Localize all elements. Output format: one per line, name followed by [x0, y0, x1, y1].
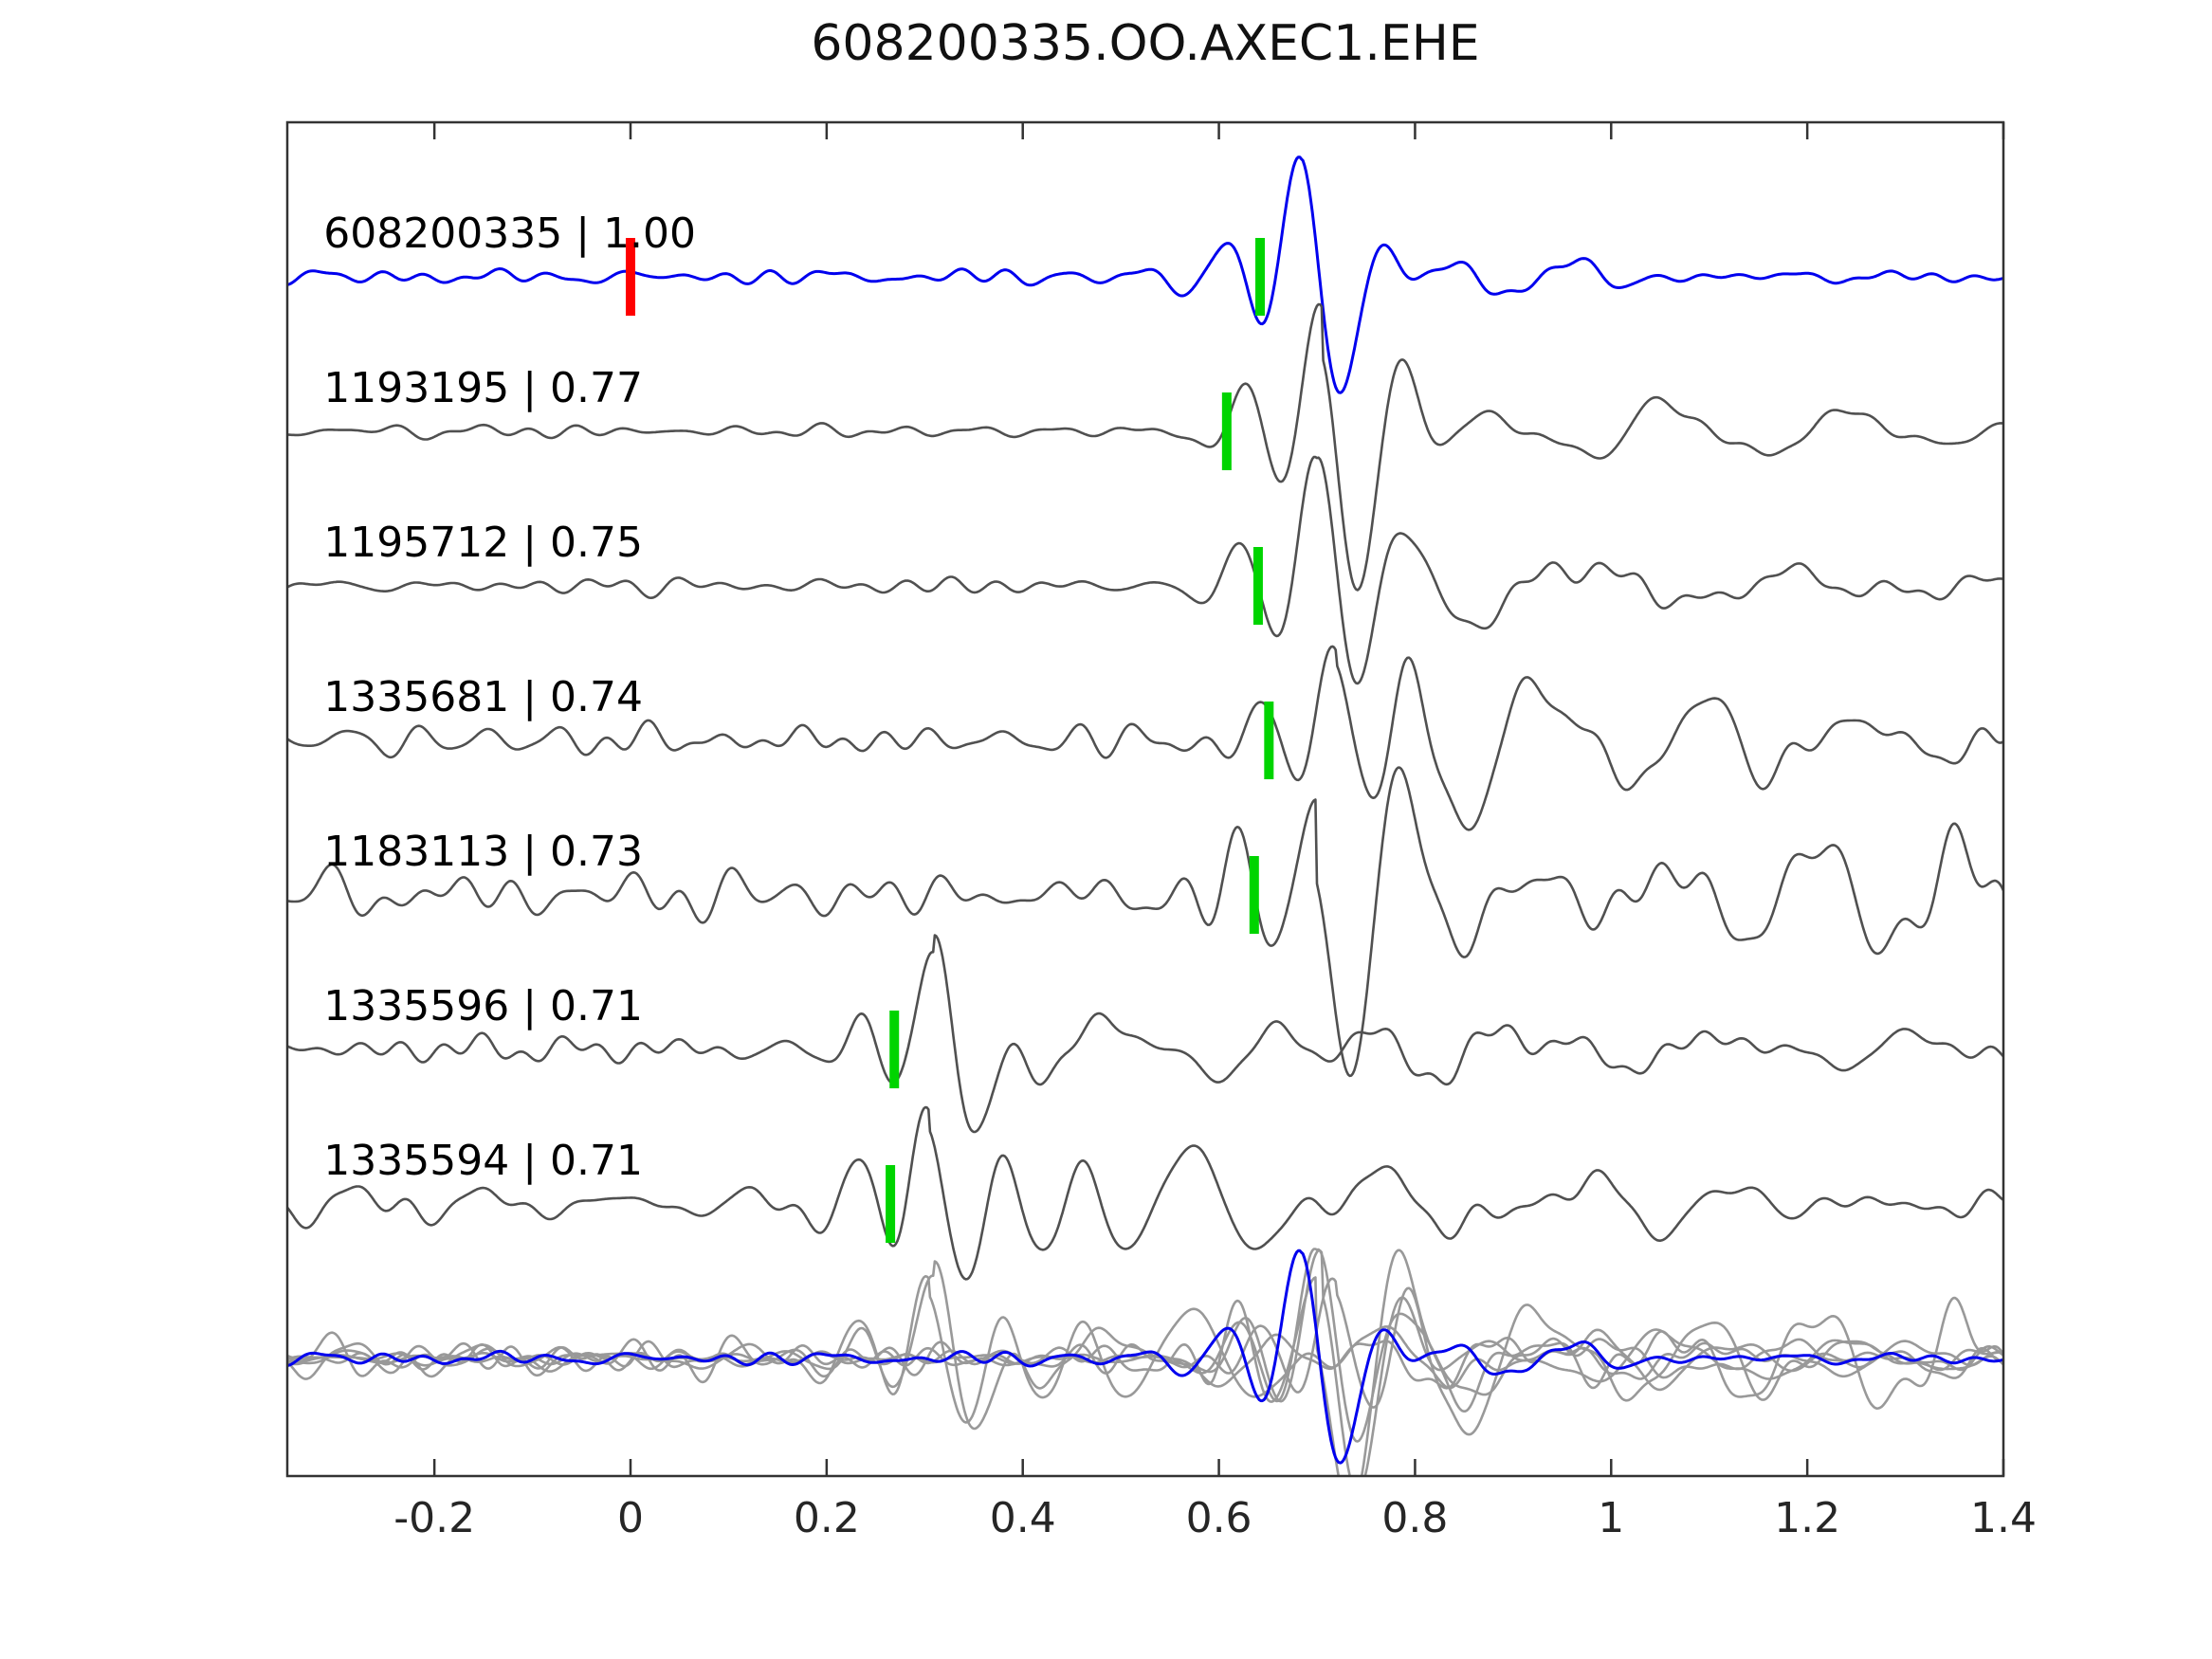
- x-tick-label-1.2: 1.2: [1774, 1494, 1841, 1542]
- pick-marker-1183113: [1249, 856, 1259, 934]
- trace-label-1195712: 1195712 | 0.75: [323, 519, 643, 567]
- x-tick-label-0.4: 0.4: [989, 1494, 1056, 1542]
- x-tick-label-0.6: 0.6: [1185, 1494, 1252, 1542]
- x-tick-label-0.2: 0.2: [793, 1494, 860, 1542]
- trace-label-1193195: 1193195 | 0.77: [323, 364, 643, 412]
- trace-label-1183113: 1183113 | 0.73: [323, 828, 643, 876]
- pick-marker-608200335: [1255, 238, 1266, 316]
- waveform-1335596: [287, 934, 2003, 1134]
- figure-title: 608200335.OO.AXEC1.EHE: [811, 15, 1480, 72]
- pick-marker-1193195: [1221, 392, 1232, 470]
- waveform-1193195: [287, 302, 2003, 592]
- overlay-waveform-1335594: [287, 1275, 2003, 1424]
- x-tick-label-0: 0: [617, 1494, 644, 1542]
- overlay-waveform-template: [287, 1249, 2003, 1465]
- waveform-1183113: [287, 766, 2003, 1078]
- pick-marker-1335681: [1264, 702, 1274, 779]
- overlay-waveform-1183113: [287, 1249, 2003, 1476]
- x-tick-label-1.4: 1.4: [1970, 1494, 2037, 1542]
- trace-label-1335594: 1335594 | 0.71: [323, 1137, 643, 1185]
- trace-label-1335681: 1335681 | 0.74: [323, 673, 643, 721]
- template-origin-marker: [626, 238, 635, 316]
- waveform-1335594: [287, 1105, 2003, 1281]
- pick-marker-1195712: [1252, 547, 1263, 625]
- waveform-1335681: [287, 645, 2003, 831]
- pick-marker-1335594: [886, 1165, 896, 1243]
- waveform-608200335: [287, 155, 2003, 394]
- pick-marker-1335596: [889, 1011, 900, 1088]
- trace-label-1335596: 1335596 | 0.71: [323, 982, 643, 1030]
- x-tick-label--0.2: -0.2: [393, 1494, 476, 1542]
- x-tick-label-1: 1: [1598, 1494, 1625, 1542]
- waveform-1195712: [287, 455, 2003, 685]
- trace-label-608200335: 608200335 | 1.00: [323, 210, 696, 258]
- traces-layer: [287, 155, 2003, 1476]
- plot-border: [285, 120, 2005, 1478]
- x-tick-label-0.8: 0.8: [1381, 1494, 1449, 1542]
